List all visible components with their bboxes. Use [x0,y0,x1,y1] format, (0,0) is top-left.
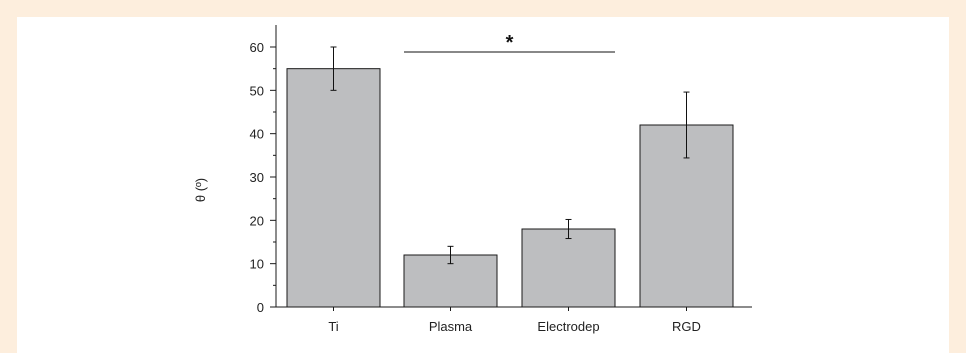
significance-star: * [506,32,514,54]
bar-electrodep [521,228,616,308]
bar-ti [286,68,381,308]
y-tick-label: 40 [250,127,264,142]
x-tick-label-rgd: RGD [672,319,701,334]
y-tick-label: 0 [257,300,264,315]
y-tick-label: 60 [250,40,264,55]
bars [286,46,734,308]
y-tick-label: 50 [250,83,264,98]
x-tick-label-plasma: Plasma [429,319,473,334]
x-tick-label-ti: Ti [328,319,338,334]
labels: 0 10 20 30 40 50 60 Ti Plasma Electrodep RGD * [250,32,701,334]
y-tick-label: 20 [250,213,264,228]
x-tick-label-electrodep: Electrodep [537,319,599,334]
y-tick-label: 10 [250,257,264,272]
y-axis-label: θ (º) [193,178,208,202]
y-tick-label: 30 [250,170,264,185]
